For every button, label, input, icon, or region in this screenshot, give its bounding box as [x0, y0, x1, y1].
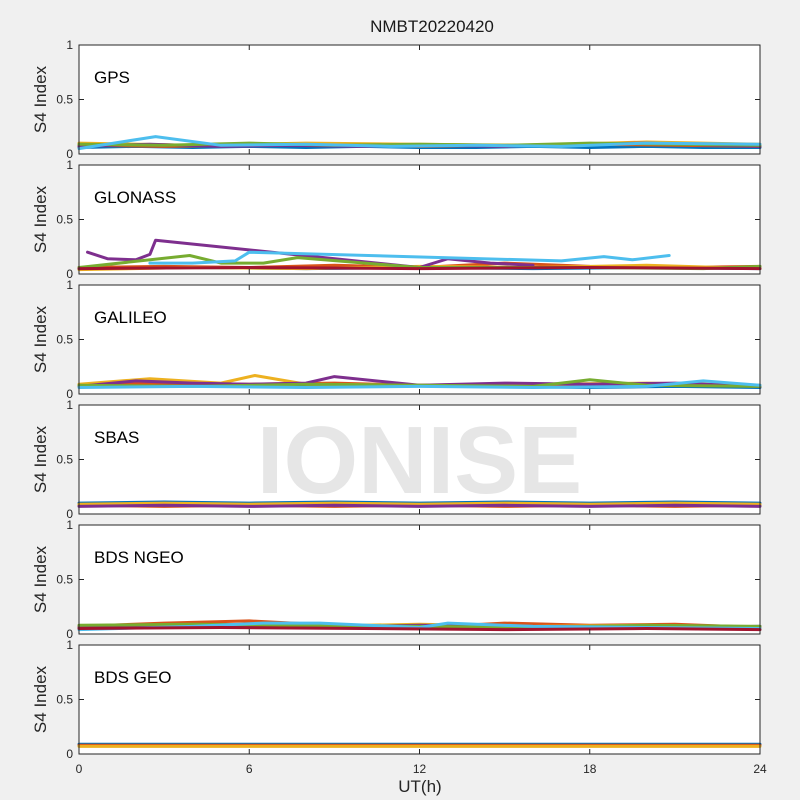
panel-label: GPS [94, 68, 130, 87]
y-tick-label: 1 [66, 518, 73, 532]
panel-label: BDS NGEO [94, 548, 184, 567]
panel-label: GALILEO [94, 308, 167, 327]
panel-background [79, 645, 760, 754]
y-axis-label: S4 Index [31, 185, 50, 253]
x-tick-label: 0 [76, 762, 83, 776]
panel-label: GLONASS [94, 188, 176, 207]
y-tick-label: 1 [66, 158, 73, 172]
y-axis-label: S4 Index [31, 665, 50, 733]
series-line-7 [77, 266, 762, 271]
panel-label: SBAS [94, 428, 139, 447]
y-tick-label: 0.5 [56, 573, 73, 587]
series-line-6 [77, 379, 762, 389]
x-tick-label: 12 [413, 762, 427, 776]
x-tick-label: 18 [583, 762, 597, 776]
y-tick-label: 1 [66, 398, 73, 412]
y-tick-label: 1 [66, 38, 73, 52]
x-tick-label: 24 [753, 762, 767, 776]
chart-title: NMBT20220420 [370, 17, 494, 36]
y-tick-label: 0 [66, 267, 73, 281]
y-tick-label: 0 [66, 507, 73, 521]
y-tick-label: 1 [66, 278, 73, 292]
series-line-6 [148, 250, 671, 265]
y-axis-label: S4 Index [31, 305, 50, 373]
y-tick-label: 0.5 [56, 453, 73, 467]
y-tick-label: 0.5 [56, 333, 73, 347]
y-tick-label: 0 [66, 747, 73, 761]
y-tick-label: 0.5 [56, 93, 73, 107]
y-tick-label: 1 [66, 638, 73, 652]
panel-background [79, 285, 760, 394]
y-tick-label: 0.5 [56, 693, 73, 707]
y-tick-label: 0 [66, 147, 73, 161]
series-line-7 [77, 626, 762, 632]
panel-background [79, 45, 760, 154]
y-tick-label: 0 [66, 387, 73, 401]
panel-label: BDS GEO [94, 668, 171, 687]
panel-background [79, 525, 760, 634]
x-tick-label: 6 [246, 762, 253, 776]
series-line-6 [77, 135, 762, 151]
y-axis-label: S4 Index [31, 545, 50, 613]
series-line-4 [77, 503, 762, 508]
series-line-4 [86, 238, 535, 269]
x-axis-label: UT(h) [398, 777, 442, 796]
panel-background [79, 405, 760, 514]
watermark-text: IONISE [257, 407, 582, 514]
series-line-3 [77, 501, 762, 506]
y-tick-label: 0.5 [56, 213, 73, 227]
y-tick-label: 0 [66, 627, 73, 641]
y-axis-label: S4 Index [31, 65, 50, 133]
y-axis-label: S4 Index [31, 425, 50, 493]
